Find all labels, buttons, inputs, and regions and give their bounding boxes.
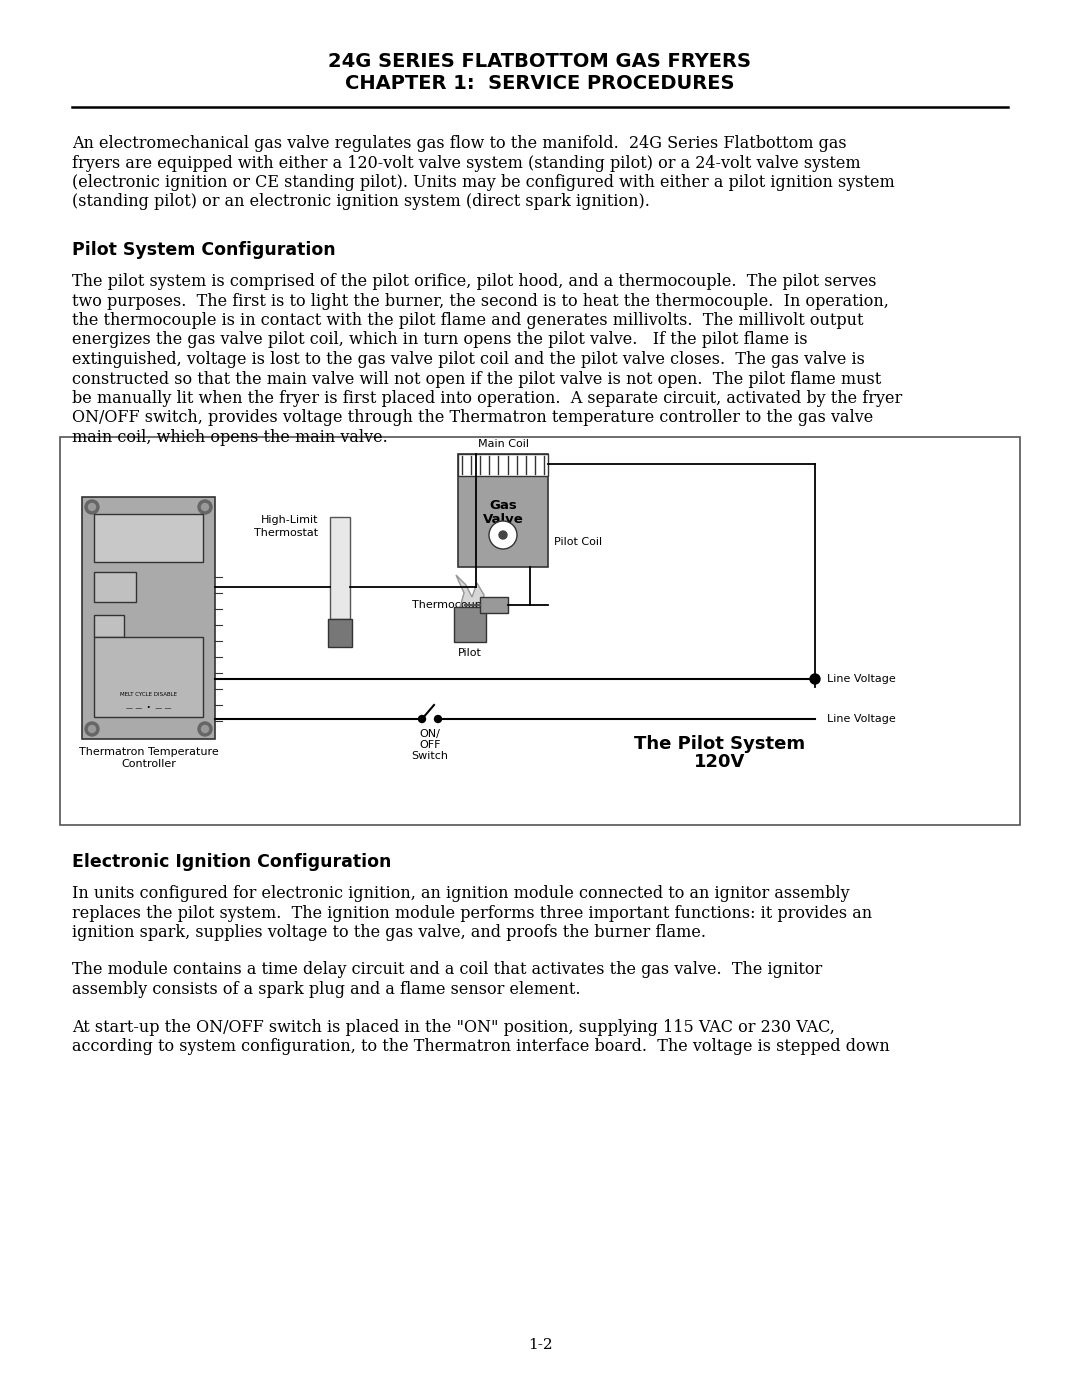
Circle shape (198, 500, 212, 514)
Text: replaces the pilot system.  The ignition module performs three important functio: replaces the pilot system. The ignition … (72, 904, 873, 922)
Circle shape (89, 503, 95, 510)
Text: 24G SERIES FLATBOTTOM GAS FRYERS: 24G SERIES FLATBOTTOM GAS FRYERS (328, 52, 752, 71)
Text: Pilot System Configuration: Pilot System Configuration (72, 242, 336, 258)
Text: be manually lit when the fryer is first placed into operation.  A separate circu: be manually lit when the fryer is first … (72, 390, 902, 407)
Circle shape (198, 722, 212, 736)
Text: Pilot: Pilot (458, 648, 482, 658)
Circle shape (499, 531, 507, 539)
Text: energizes the gas valve pilot coil, which in turn opens the pilot valve.   If th: energizes the gas valve pilot coil, whic… (72, 331, 808, 348)
Bar (480, 597, 508, 613)
Bar (94, 571, 136, 602)
Text: fryers are equipped with either a 120-volt valve system (standing pilot) or a 24: fryers are equipped with either a 120-vo… (72, 155, 861, 172)
Bar (94, 514, 203, 562)
Text: Gas: Gas (489, 499, 517, 511)
Text: ON/OFF switch, provides voltage through the Thermatron temperature controller to: ON/OFF switch, provides voltage through … (72, 409, 874, 426)
Text: extinguished, voltage is lost to the gas valve pilot coil and the pilot valve cl: extinguished, voltage is lost to the gas… (72, 351, 865, 367)
Text: Valve: Valve (483, 513, 524, 527)
Text: 120V: 120V (694, 753, 745, 771)
Polygon shape (456, 576, 484, 627)
Text: Thermatron Temperature: Thermatron Temperature (79, 747, 218, 757)
Circle shape (85, 500, 99, 514)
Text: At start-up the ON/OFF switch is placed in the "ON" position, supplying 115 VAC : At start-up the ON/OFF switch is placed … (72, 1018, 835, 1035)
Text: the thermocouple is in contact with the pilot flame and generates millivolts.  T: the thermocouple is in contact with the … (72, 312, 864, 330)
Text: High-Limit: High-Limit (260, 515, 318, 525)
Bar (82, 497, 215, 739)
Circle shape (419, 715, 426, 722)
Bar (458, 454, 548, 567)
Bar (94, 615, 124, 637)
Bar (94, 637, 203, 717)
Text: — —  •  — —: — — • — — (125, 705, 172, 711)
Text: (standing pilot) or an electronic ignition system (direct spark ignition).: (standing pilot) or an electronic igniti… (72, 194, 650, 211)
Text: An electromechanical gas valve regulates gas flow to the manifold.  24G Series F: An electromechanical gas valve regulates… (72, 136, 847, 152)
Text: main coil, which opens the main valve.: main coil, which opens the main valve. (72, 429, 388, 446)
Text: two purposes.  The first is to light the burner, the second is to heat the therm: two purposes. The first is to light the … (72, 292, 889, 310)
Text: The pilot system is comprised of the pilot orifice, pilot hood, and a thermocoup: The pilot system is comprised of the pil… (72, 272, 877, 291)
Circle shape (89, 725, 95, 732)
Text: Main Coil: Main Coil (477, 439, 528, 448)
Bar (60, 437, 1020, 826)
Text: Thermocouple: Thermocouple (411, 599, 491, 610)
Bar (454, 608, 486, 643)
Text: Line Voltage: Line Voltage (827, 714, 895, 724)
Circle shape (434, 715, 442, 722)
Text: 1-2: 1-2 (528, 1338, 552, 1352)
Circle shape (85, 722, 99, 736)
Text: OFF: OFF (419, 740, 441, 750)
Text: CHAPTER 1:  SERVICE PROCEDURES: CHAPTER 1: SERVICE PROCEDURES (346, 74, 734, 94)
Text: The Pilot System: The Pilot System (634, 735, 806, 753)
Text: Switch: Switch (411, 752, 448, 761)
Text: Pilot Coil: Pilot Coil (554, 536, 603, 548)
Text: Thermostat: Thermostat (254, 528, 318, 538)
Circle shape (810, 673, 820, 685)
Text: constructed so that the main valve will not open if the pilot valve is not open.: constructed so that the main valve will … (72, 370, 881, 387)
Text: ignition spark, supplies voltage to the gas valve, and proofs the burner flame.: ignition spark, supplies voltage to the … (72, 923, 706, 942)
Text: MELT CYCLE DISABLE: MELT CYCLE DISABLE (120, 692, 177, 697)
Text: ON/: ON/ (419, 729, 441, 739)
Circle shape (489, 521, 517, 549)
Text: In units configured for electronic ignition, an ignition module connected to an : In units configured for electronic ignit… (72, 886, 850, 902)
Bar (330, 517, 350, 619)
Text: Line Voltage: Line Voltage (827, 673, 895, 685)
Text: according to system configuration, to the Thermatron interface board.  The volta: according to system configuration, to th… (72, 1038, 890, 1055)
Text: assembly consists of a spark plug and a flame sensor element.: assembly consists of a spark plug and a … (72, 981, 581, 997)
Text: The module contains a time delay circuit and a coil that activates the gas valve: The module contains a time delay circuit… (72, 961, 822, 978)
Text: (electronic ignition or CE standing pilot). Units may be configured with either : (electronic ignition or CE standing pilo… (72, 175, 894, 191)
Bar (458, 454, 548, 476)
Text: Controller: Controller (121, 759, 176, 768)
Circle shape (202, 503, 208, 510)
Bar (328, 619, 352, 647)
Circle shape (202, 725, 208, 732)
Text: Electronic Ignition Configuration: Electronic Ignition Configuration (72, 854, 391, 870)
